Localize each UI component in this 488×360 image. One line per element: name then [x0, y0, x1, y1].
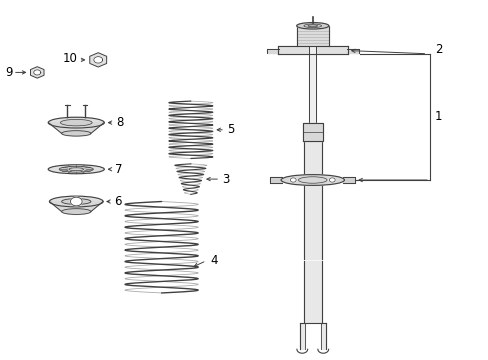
Text: 9: 9	[5, 66, 13, 79]
Text: 2: 2	[434, 43, 441, 56]
Ellipse shape	[61, 199, 91, 204]
Polygon shape	[320, 323, 325, 349]
Polygon shape	[296, 26, 328, 46]
Polygon shape	[34, 70, 41, 75]
Polygon shape	[277, 46, 347, 54]
Ellipse shape	[61, 209, 91, 215]
Polygon shape	[266, 49, 278, 53]
Ellipse shape	[281, 175, 344, 185]
Polygon shape	[346, 49, 358, 53]
Circle shape	[329, 178, 334, 182]
Text: 3: 3	[222, 172, 229, 186]
Polygon shape	[94, 57, 102, 63]
Ellipse shape	[61, 120, 92, 126]
Polygon shape	[270, 177, 282, 183]
Ellipse shape	[59, 166, 93, 172]
Polygon shape	[30, 67, 44, 78]
Polygon shape	[49, 202, 103, 212]
Text: 8: 8	[116, 116, 123, 129]
Text: 10: 10	[62, 51, 77, 64]
Polygon shape	[309, 46, 316, 130]
Circle shape	[290, 178, 296, 182]
Polygon shape	[48, 123, 104, 134]
Text: 1: 1	[434, 111, 441, 123]
Ellipse shape	[69, 168, 83, 171]
Ellipse shape	[49, 196, 103, 207]
Text: 6: 6	[114, 195, 122, 208]
Text: 5: 5	[227, 123, 234, 136]
Ellipse shape	[48, 165, 104, 174]
Polygon shape	[90, 53, 106, 67]
Text: 7: 7	[115, 163, 122, 176]
Ellipse shape	[296, 23, 328, 29]
Polygon shape	[303, 123, 322, 140]
Ellipse shape	[61, 131, 91, 136]
Circle shape	[70, 197, 82, 206]
Polygon shape	[304, 137, 321, 259]
Polygon shape	[304, 261, 321, 321]
Text: 4: 4	[210, 254, 218, 267]
Polygon shape	[299, 323, 305, 349]
Polygon shape	[343, 177, 354, 183]
Ellipse shape	[48, 117, 104, 128]
